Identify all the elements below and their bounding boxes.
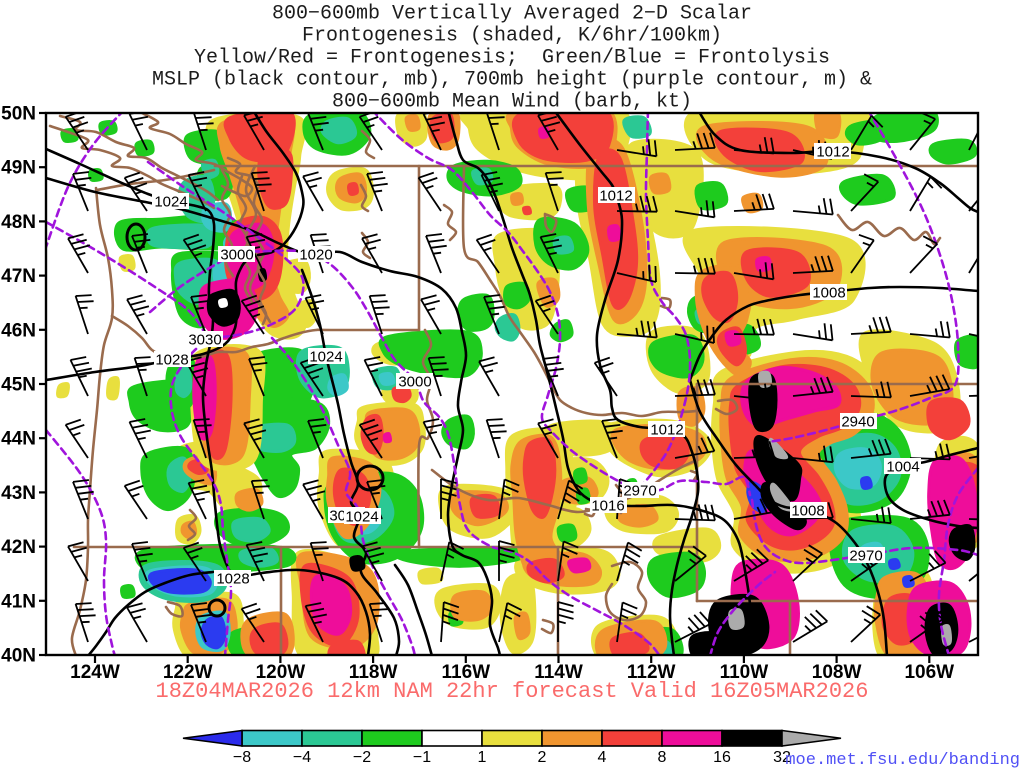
svg-text:2940: 2940 xyxy=(841,414,874,431)
svg-text:40N: 40N xyxy=(1,646,36,667)
svg-text:Frontogenesis (shaded, K/6hr/1: Frontogenesis (shaded, K/6hr/100km) xyxy=(302,25,722,48)
svg-text:46N: 46N xyxy=(1,320,36,341)
svg-text:45N: 45N xyxy=(1,375,36,396)
svg-text:18Z04MAR2026 12km NAM 22hr for: 18Z04MAR2026 12km NAM 22hr forecast Vali… xyxy=(156,679,869,704)
svg-text:1004: 1004 xyxy=(886,459,919,476)
svg-text:1024: 1024 xyxy=(309,349,342,366)
svg-text:2: 2 xyxy=(538,749,547,766)
svg-text:800−600mb Mean Wind (barb, kt): 800−600mb Mean Wind (barb, kt) xyxy=(332,91,692,114)
svg-text:1012: 1012 xyxy=(599,188,632,205)
svg-text:118W: 118W xyxy=(349,662,398,683)
svg-text:49N: 49N xyxy=(1,158,36,179)
svg-text:1008: 1008 xyxy=(812,285,845,302)
svg-text:800−600mb Vertically Averaged: 800−600mb Vertically Averaged 2−D Scalar xyxy=(272,3,752,26)
svg-text:1012: 1012 xyxy=(816,144,849,161)
svg-text:−8: −8 xyxy=(233,749,251,766)
svg-text:2970: 2970 xyxy=(623,483,656,500)
svg-text:122W: 122W xyxy=(163,662,213,683)
svg-text:44N: 44N xyxy=(1,429,36,450)
svg-text:112W: 112W xyxy=(627,662,676,683)
svg-text:108W: 108W xyxy=(812,662,862,683)
svg-text:41N: 41N xyxy=(1,591,36,612)
svg-text:−1: −1 xyxy=(413,749,431,766)
svg-text:42N: 42N xyxy=(1,537,36,558)
svg-text:moe.met.fsu.edu/banding: moe.met.fsu.edu/banding xyxy=(785,751,1020,768)
svg-text:120W: 120W xyxy=(256,662,306,683)
svg-text:16: 16 xyxy=(713,749,731,766)
svg-text:116W: 116W xyxy=(442,662,491,683)
svg-text:−4: −4 xyxy=(293,749,311,766)
svg-text:114W: 114W xyxy=(534,662,583,683)
svg-text:8: 8 xyxy=(658,749,667,766)
svg-text:124W: 124W xyxy=(70,662,120,683)
svg-text:1012: 1012 xyxy=(650,422,683,439)
svg-text:50N: 50N xyxy=(1,104,36,125)
svg-text:1024: 1024 xyxy=(154,194,187,211)
svg-text:1020: 1020 xyxy=(299,247,332,264)
svg-text:1024: 1024 xyxy=(345,509,378,526)
svg-text:Yellow/Red = Frontogenesis; G: Yellow/Red = Frontogenesis; Green/Blue =… xyxy=(194,47,830,70)
svg-text:32: 32 xyxy=(773,749,791,766)
svg-text:48N: 48N xyxy=(1,212,36,233)
svg-text:1028: 1028 xyxy=(216,571,249,588)
svg-text:2970: 2970 xyxy=(849,548,882,565)
svg-text:4: 4 xyxy=(598,749,607,766)
svg-text:1016: 1016 xyxy=(591,498,624,515)
svg-text:47N: 47N xyxy=(1,266,36,287)
svg-text:3000: 3000 xyxy=(398,374,431,391)
svg-text:43N: 43N xyxy=(1,483,36,504)
svg-text:110W: 110W xyxy=(720,662,769,683)
svg-text:1028: 1028 xyxy=(155,352,188,369)
svg-text:1008: 1008 xyxy=(791,503,824,520)
svg-text:106W: 106W xyxy=(904,662,954,683)
svg-text:3030: 3030 xyxy=(188,332,221,349)
svg-text:−2: −2 xyxy=(353,749,371,766)
svg-text:MSLP (black contour, mb), 700m: MSLP (black contour, mb), 700mb height (… xyxy=(152,69,872,92)
svg-text:3000: 3000 xyxy=(220,247,253,264)
svg-text:1: 1 xyxy=(478,749,487,766)
